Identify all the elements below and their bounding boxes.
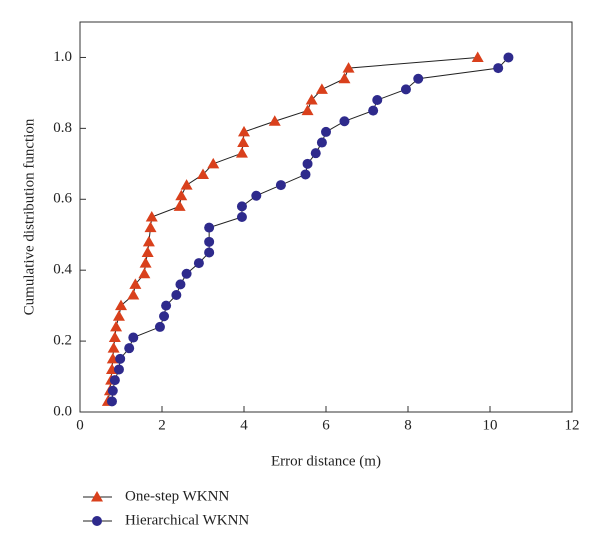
triangle-marker <box>173 200 186 211</box>
triangle-marker <box>115 299 127 311</box>
circle-marker <box>171 290 182 300</box>
triangle-marker <box>315 83 328 94</box>
circle-marker <box>275 180 286 191</box>
triangle-marker <box>471 51 484 62</box>
circle-marker <box>493 63 504 74</box>
circle-marker <box>204 236 215 247</box>
circle-marker <box>339 116 350 127</box>
circle-marker <box>113 364 124 375</box>
x-tick-label: 0 <box>76 417 84 433</box>
circle-marker <box>236 201 247 212</box>
circle-marker <box>372 95 383 105</box>
triangle-marker <box>129 278 142 289</box>
circle-marker <box>316 137 327 148</box>
circle-marker <box>310 148 321 159</box>
legend-marker <box>92 516 102 526</box>
circle-marker <box>109 375 120 386</box>
triangle-marker <box>175 189 188 201</box>
circle-marker <box>193 258 204 269</box>
triangle-marker <box>138 267 151 279</box>
triangle-marker <box>338 72 351 84</box>
circle-marker <box>175 279 186 290</box>
circle-marker <box>400 84 411 95</box>
circle-marker <box>181 268 192 279</box>
series-line <box>111 57 509 402</box>
circle-marker <box>115 353 126 364</box>
circle-marker <box>204 222 215 233</box>
circle-marker <box>128 332 139 343</box>
x-tick-label: 8 <box>404 417 412 433</box>
triangle-marker <box>110 320 123 332</box>
triangle-marker <box>142 235 155 247</box>
circle-marker <box>107 385 118 396</box>
circle-marker <box>302 158 313 169</box>
triangle-marker <box>197 168 209 179</box>
triangle-marker <box>107 342 120 353</box>
y-tick-label: 0.0 <box>53 403 72 419</box>
triangle-marker <box>238 125 250 137</box>
circle-marker <box>204 247 215 258</box>
circle-marker <box>159 311 170 322</box>
legend-label: Hierarchical WKNN <box>125 512 249 528</box>
x-tick-label: 10 <box>483 417 498 433</box>
series-line <box>107 56 478 402</box>
circle-marker <box>413 73 424 84</box>
triangle-marker <box>235 147 248 158</box>
circle-marker <box>503 52 514 63</box>
triangle-marker <box>144 221 157 233</box>
x-tick-label: 4 <box>240 417 248 433</box>
triangle-marker <box>207 157 220 169</box>
y-tick-label: 0.8 <box>53 120 72 136</box>
circle-marker <box>300 169 311 180</box>
triangle-marker <box>268 115 281 126</box>
triangle-marker <box>301 104 314 116</box>
triangle-marker <box>141 246 154 257</box>
triangle-marker <box>305 94 318 105</box>
triangle-marker <box>127 289 140 300</box>
x-tick-label: 2 <box>158 417 166 433</box>
circle-marker <box>251 190 262 201</box>
triangle-marker <box>108 331 121 343</box>
y-axis-label: Cumulative distribution function <box>21 118 37 315</box>
triangle-marker <box>139 257 152 268</box>
x-tick-label: 6 <box>322 417 330 433</box>
circle-marker <box>368 105 379 116</box>
triangle-marker <box>145 211 158 222</box>
circle-marker <box>124 343 135 354</box>
legend-label: One-step WKNN <box>125 488 229 504</box>
triangle-marker <box>112 310 125 321</box>
y-tick-label: 0.6 <box>53 191 72 207</box>
y-tick-label: 0.4 <box>53 262 72 278</box>
triangle-marker <box>342 62 355 73</box>
x-tick-label: 12 <box>565 417 580 433</box>
circle-marker <box>154 321 165 332</box>
legend-marker <box>91 491 103 502</box>
triangle-marker <box>237 136 250 148</box>
circle-marker <box>161 300 172 311</box>
circle-marker <box>321 126 331 137</box>
y-tick-label: 1.0 <box>53 49 72 65</box>
x-axis-label: Error distance (m) <box>271 453 381 469</box>
triangle-marker <box>180 179 193 190</box>
y-tick-label: 0.2 <box>53 333 72 349</box>
circle-marker <box>236 212 247 222</box>
circle-marker <box>106 396 117 407</box>
